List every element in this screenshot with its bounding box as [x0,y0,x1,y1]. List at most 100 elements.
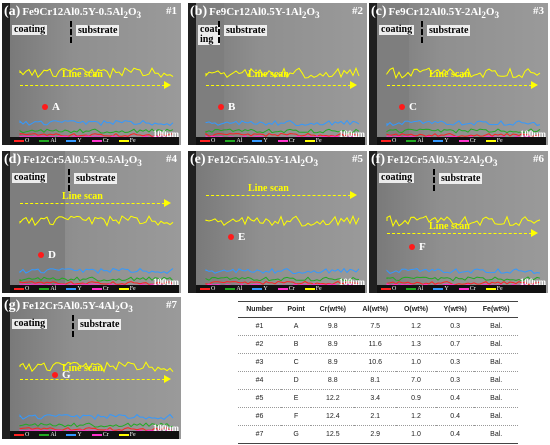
table-cell: 0.3 [435,371,475,390]
line-scan-arrow [206,81,357,89]
legend-item: Y [433,286,449,292]
table-cell: 9.8 [311,317,355,336]
substrate-label: substrate [439,173,483,184]
table-cell: C [280,353,312,372]
element-legend: O Al Y Cr Fe [10,137,179,145]
legend-item: Cr [458,286,476,292]
table-cell: 7.5 [354,317,397,336]
col-header: Point [280,301,312,318]
legend-item: Fe [118,286,136,292]
sem-panel: (a) Fe9Cr12Al0.5Y-0.5Al2O3 #1 coating subs… [2,3,181,145]
interface-divider [218,21,220,43]
legend-item: Fe [304,138,322,144]
table-cell: 0.7 [435,335,475,354]
table-cell: Bal. [474,407,518,426]
table-cell: 0.4 [435,425,475,444]
line-scan-traces [19,361,174,433]
table-row: #1 A 9.8 7.5 1.2 0.3 Bal. [238,317,518,336]
legend-item: Al [39,432,56,438]
table-header-row: Number Point Cr(wt%) Al(wt%) O(wt%) Y(wt… [238,301,518,318]
table-cell: 8.9 [311,335,355,354]
table-cell: 7.0 [396,371,436,390]
line-scan-label: Line scan [62,363,103,374]
legend-item: Al [39,286,56,292]
table-cell: 1.2 [396,407,436,426]
legend-item: O [14,286,29,292]
coating-label: coating [12,172,48,183]
table-row: #6 F 12.4 2.1 1.2 0.4 Bal. [238,407,518,426]
coating-label: coat ing [198,24,220,45]
line-scan-traces [19,67,174,139]
line-scan-label: Line scan [429,221,470,232]
composition-table: Number Point Cr(wt%) Al(wt%) O(wt%) Y(wt… [238,301,518,444]
legend-item: Y [66,138,82,144]
table-cell: 1.0 [396,425,436,444]
table-cell: 1.3 [396,335,436,354]
table-cell: #7 [238,425,281,444]
legend-item: O [381,138,396,144]
interface-divider [72,315,74,337]
col-header: Al(wt%) [354,301,397,318]
point-marker: G [52,369,71,381]
sem-panel: (c) Fe9Cr12Al0.5Y-2Al2O3 #3 coating substr… [369,3,548,145]
table-cell: 2.9 [354,425,397,444]
element-legend: O Al Y Cr Fe [196,137,365,145]
table-cell: Bal. [474,335,518,354]
line-scan-arrow [387,229,538,237]
element-legend: O Al Y Cr Fe [377,285,546,293]
point-marker: F [409,241,426,253]
table-cell: #3 [238,353,281,372]
point-marker: B [218,101,235,113]
panel-title: (d) Fe12Cr5Al0.5Y-0.5Al2O3 #4 [4,152,177,169]
element-legend: O Al Y Cr Fe [10,285,179,293]
table-cell: Bal. [474,317,518,336]
table-row: #7 G 12.5 2.9 1.0 0.4 Bal. [238,425,518,444]
panel-title: (a) Fe9Cr12Al0.5Y-0.5Al2O3 #1 [4,4,177,21]
table-cell: 11.6 [354,335,397,354]
table-cell: G [280,425,312,444]
col-header: Number [238,301,281,318]
legend-item: O [381,286,396,292]
line-scan-arrow [206,191,357,199]
coating-label: coating [12,24,48,35]
legend-item: Cr [277,286,295,292]
table-cell: 1.2 [396,317,436,336]
table-cell: 8.1 [354,371,397,390]
line-scan-traces [205,214,360,287]
legend-item: Cr [458,138,476,144]
table-cell: #1 [238,317,281,336]
sem-panel: (b) Fe9Cr12Al0.5Y-1Al2O3 #2 coat ing subst… [188,3,367,145]
legend-item: Fe [304,286,322,292]
line-scan-arrow [20,375,171,383]
point-marker: E [228,231,245,243]
legend-item: Fe [118,432,136,438]
sem-panel: (f) Fe12Cr5Al0.5Y-2Al2O3 #6 coating substr… [369,151,548,293]
table-cell: Bal. [474,353,518,372]
legend-item: Al [406,286,423,292]
table-cell: F [280,407,312,426]
interface-divider [70,21,72,43]
line-scan-arrow [20,81,171,89]
legend-item: Fe [485,286,503,292]
point-marker: D [38,249,56,261]
interface-divider [433,169,435,191]
table-cell: B [280,335,312,354]
legend-item: O [200,286,215,292]
legend-item: Cr [277,138,295,144]
legend-item: Y [66,286,82,292]
table-cell: 0.3 [435,317,475,336]
table-cell: 1.0 [396,353,436,372]
coating-label: coating [379,172,415,183]
line-scan-arrow [387,81,538,89]
panel-title: (c) Fe9Cr12Al0.5Y-2Al2O3 #3 [371,4,544,21]
legend-item: O [200,138,215,144]
line-scan-label: Line scan [248,69,289,80]
table-cell: D [280,371,312,390]
legend-item: Fe [485,138,503,144]
point-marker: A [42,101,60,113]
col-header: Cr(wt%) [311,301,355,318]
table-cell: 8.9 [311,353,355,372]
col-header: Y(wt%) [435,301,475,318]
table-cell: A [280,317,312,336]
table-cell: E [280,389,312,408]
